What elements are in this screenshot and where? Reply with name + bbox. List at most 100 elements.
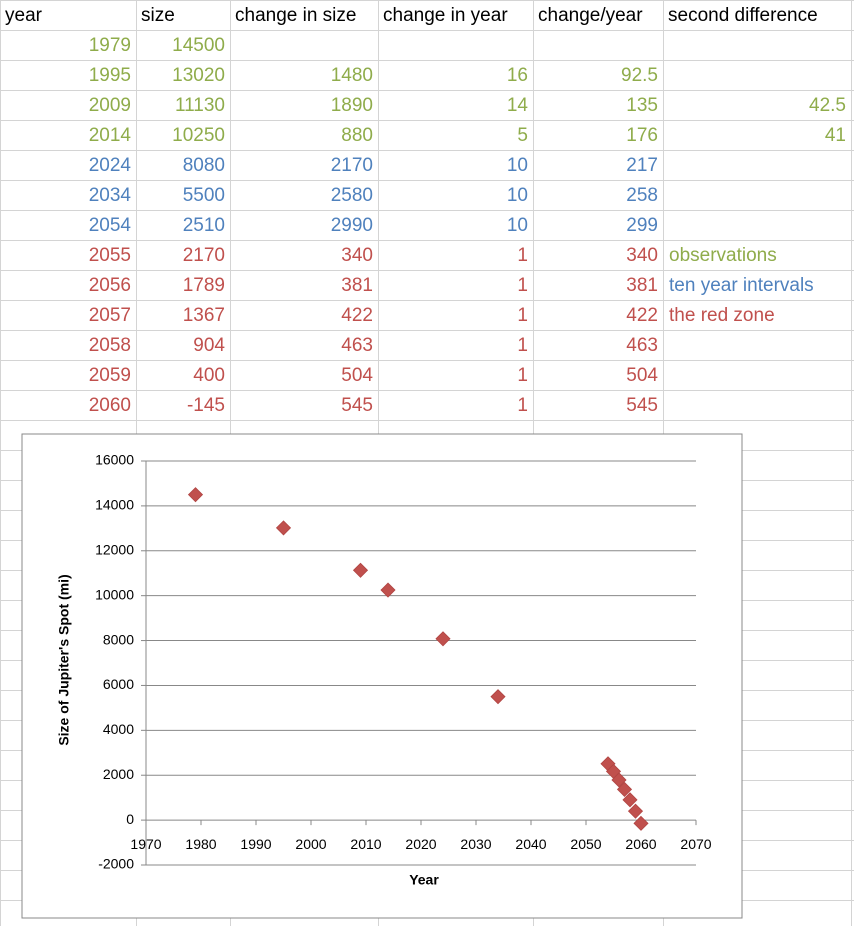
number-cell: 2009 bbox=[89, 95, 131, 116]
data-point bbox=[616, 781, 633, 797]
number-cell: 463 bbox=[626, 335, 658, 356]
number-cell: 1995 bbox=[89, 65, 131, 86]
number-cell: 1979 bbox=[89, 35, 131, 56]
number-cell: 14 bbox=[507, 95, 529, 116]
number-cell: 2024 bbox=[89, 155, 132, 176]
number-cell: 1890 bbox=[331, 95, 373, 116]
number-cell: 504 bbox=[341, 365, 373, 386]
number-cell: 13020 bbox=[172, 65, 225, 86]
x-tick-label: 1990 bbox=[240, 836, 271, 852]
x-tick-label: 2070 bbox=[680, 836, 711, 852]
x-tick-label: 2060 bbox=[625, 836, 656, 852]
number-cell: 1 bbox=[517, 335, 528, 356]
number-cell: 463 bbox=[341, 335, 373, 356]
header-cell: size bbox=[141, 5, 175, 26]
y-tick-label: 4000 bbox=[103, 721, 134, 737]
number-cell: 2034 bbox=[89, 185, 132, 206]
number-cell: 11130 bbox=[175, 95, 225, 116]
note-cell: ten year intervals bbox=[669, 275, 814, 296]
number-cell: 400 bbox=[193, 365, 225, 386]
number-cell: 10 bbox=[507, 215, 528, 236]
number-cell: 2055 bbox=[89, 245, 131, 266]
number-cell: 504 bbox=[626, 365, 658, 386]
header-cell: change in size bbox=[235, 5, 356, 26]
number-cell: 5500 bbox=[183, 185, 225, 206]
number-cell: 299 bbox=[626, 215, 658, 236]
number-cell: 2056 bbox=[89, 275, 131, 296]
data-point bbox=[627, 803, 644, 819]
number-cell: 1367 bbox=[183, 305, 225, 326]
y-tick-label: -2000 bbox=[98, 856, 134, 872]
number-cell: 2060 bbox=[89, 395, 131, 416]
number-cell: 10 bbox=[507, 185, 528, 206]
number-cell: 1480 bbox=[331, 65, 373, 86]
number-cell: 16 bbox=[507, 65, 528, 86]
number-cell: 1789 bbox=[183, 275, 225, 296]
x-axis-label: Year bbox=[409, 872, 439, 888]
number-cell: 217 bbox=[626, 155, 658, 176]
number-cell: 2058 bbox=[89, 335, 131, 356]
number-cell: 2054 bbox=[89, 215, 132, 236]
number-cell: 2057 bbox=[89, 305, 131, 326]
number-cell: 1 bbox=[517, 395, 528, 416]
number-cell: 41 bbox=[825, 125, 846, 146]
number-cell: 10 bbox=[507, 155, 528, 176]
number-cell: 2014 bbox=[89, 125, 132, 146]
header-cell: year bbox=[5, 5, 43, 26]
number-cell: 340 bbox=[626, 245, 658, 266]
y-tick-label: 6000 bbox=[103, 676, 134, 692]
x-tick-label: 2020 bbox=[405, 836, 436, 852]
number-cell: 2990 bbox=[331, 215, 373, 236]
number-cell: 1 bbox=[517, 245, 528, 266]
number-cell: 8080 bbox=[183, 155, 225, 176]
y-tick-label: 10000 bbox=[95, 586, 134, 602]
number-cell: -145 bbox=[187, 395, 225, 416]
number-cell: 880 bbox=[341, 125, 373, 146]
number-cell: 2059 bbox=[89, 365, 131, 386]
data-point bbox=[187, 487, 204, 503]
y-tick-label: 8000 bbox=[103, 631, 134, 647]
number-cell: 904 bbox=[193, 335, 225, 356]
number-cell: 258 bbox=[626, 185, 658, 206]
header-cell: second difference bbox=[668, 5, 818, 26]
x-tick-label: 2040 bbox=[515, 836, 546, 852]
number-cell: 42.5 bbox=[809, 95, 846, 116]
data-point bbox=[490, 689, 506, 705]
number-cell: 92.5 bbox=[621, 65, 658, 86]
x-tick-label: 2010 bbox=[350, 836, 381, 852]
sheet-cells: year size change in size change in year chan… bbox=[5, 5, 846, 416]
header-cell: change in year bbox=[383, 5, 508, 26]
y-tick-label: 12000 bbox=[95, 541, 134, 557]
number-cell: 1 bbox=[517, 305, 528, 326]
number-cell: 422 bbox=[626, 305, 658, 326]
number-cell: 2580 bbox=[331, 185, 373, 206]
x-tick-label: 2050 bbox=[570, 836, 601, 852]
number-cell: 5 bbox=[517, 125, 528, 146]
number-cell: 2510 bbox=[183, 215, 225, 236]
number-cell: 381 bbox=[341, 275, 373, 296]
number-cell: 2170 bbox=[183, 245, 225, 266]
number-cell: 381 bbox=[626, 275, 658, 296]
note-cell: observations bbox=[669, 245, 777, 266]
number-cell: 340 bbox=[341, 245, 373, 266]
data-point bbox=[633, 815, 649, 831]
note-cell: the red zone bbox=[669, 305, 775, 326]
number-cell: 545 bbox=[626, 395, 658, 416]
number-cell: 422 bbox=[341, 305, 373, 326]
data-point bbox=[611, 772, 627, 788]
x-tick-label: 2000 bbox=[295, 836, 326, 852]
data-point bbox=[435, 631, 451, 647]
data-point bbox=[380, 582, 396, 598]
y-tick-label: 16000 bbox=[95, 452, 134, 468]
header-cell: change/year bbox=[538, 5, 643, 26]
y-tick-label: 0 bbox=[126, 811, 134, 827]
number-cell: 1 bbox=[517, 275, 528, 296]
data-point bbox=[352, 562, 369, 578]
number-cell: 135 bbox=[626, 95, 658, 116]
chart: Year Size of Jupiter's Spot (mi) -2000 0 2… bbox=[56, 452, 712, 888]
data-point bbox=[622, 792, 638, 808]
y-tick-label: 14000 bbox=[95, 497, 134, 513]
x-tick-label: 1980 bbox=[185, 836, 216, 852]
number-cell: 10250 bbox=[172, 125, 225, 146]
